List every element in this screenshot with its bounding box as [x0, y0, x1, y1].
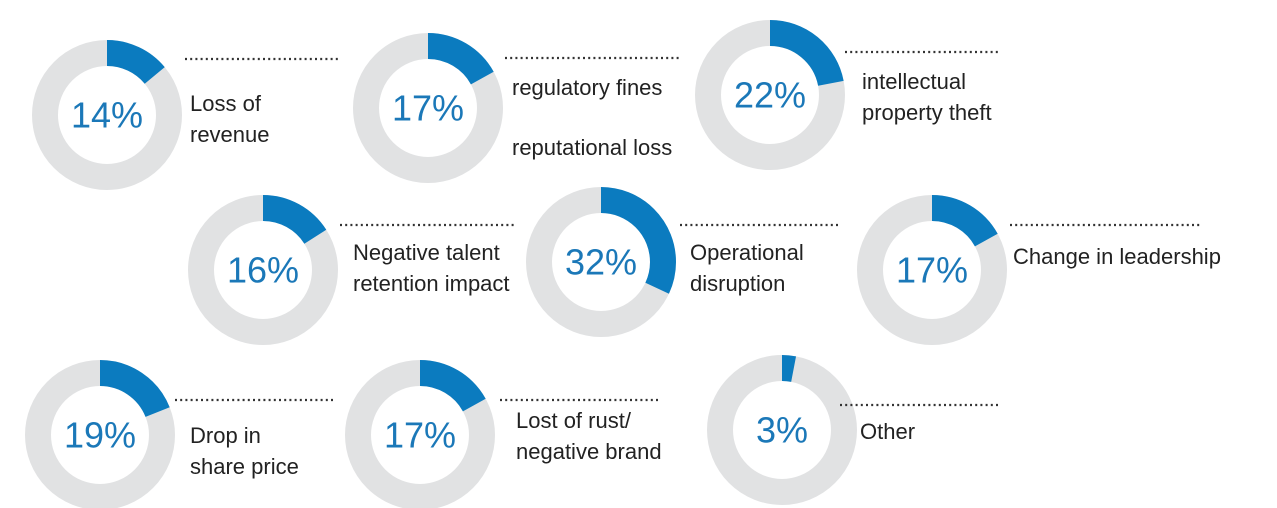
- percent-label: 32%: [565, 242, 637, 283]
- percent-label: 17%: [384, 415, 456, 456]
- percent-label: 16%: [227, 250, 299, 291]
- donut-segment: [707, 355, 857, 505]
- category-label: Drop in share price: [190, 423, 299, 479]
- donut-segment: [25, 360, 175, 508]
- donut-segment: [32, 40, 182, 190]
- percent-label: 17%: [392, 88, 464, 129]
- category-label: Other: [860, 419, 916, 444]
- category-label: regulatory fines: [512, 75, 663, 100]
- donut-segment: [353, 33, 503, 183]
- percent-label: 19%: [64, 415, 136, 456]
- category-label: intellectual property theft: [862, 69, 992, 125]
- category-label: Negative talent retention impact: [353, 240, 510, 296]
- donut-segment: [695, 20, 845, 170]
- donut-segment: [526, 187, 676, 337]
- donut-segment: [188, 195, 338, 345]
- donut-segment: [857, 195, 1007, 345]
- percent-label: 22%: [734, 75, 806, 116]
- category-label: Operational disruption: [690, 240, 804, 296]
- category-label: Change in leadership: [1013, 244, 1221, 269]
- category-label: Lost of rust/ negative brand: [516, 408, 662, 464]
- category-label: Loss of revenue: [190, 91, 270, 147]
- donut-segment: [345, 360, 495, 508]
- percent-label: 17%: [896, 250, 968, 291]
- percent-label: 14%: [71, 95, 143, 136]
- percent-label: 3%: [756, 410, 808, 451]
- annotation: reputational loss: [512, 135, 673, 160]
